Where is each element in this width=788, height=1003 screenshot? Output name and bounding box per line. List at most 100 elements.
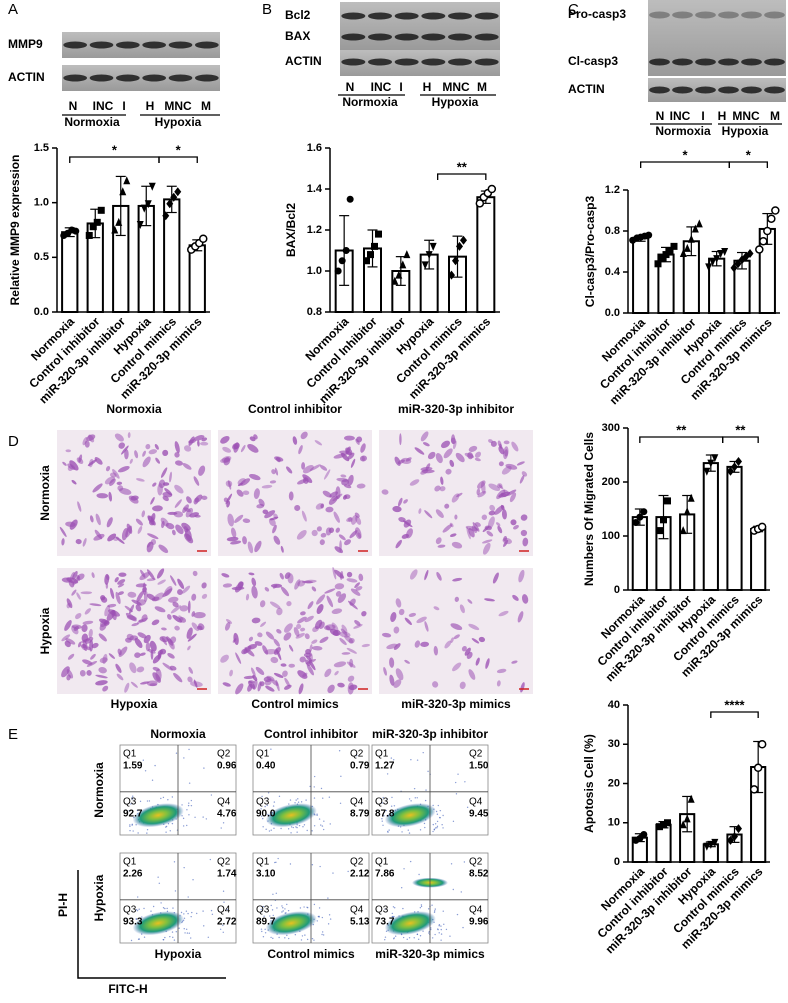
cell: [108, 491, 113, 502]
data-point: [199, 234, 208, 243]
cell: [79, 669, 86, 677]
y-tick-label: 30: [608, 738, 620, 750]
cell: [288, 644, 294, 652]
event-dot: [166, 907, 168, 910]
cell: [488, 439, 493, 444]
cell: [325, 506, 334, 513]
cell: [186, 496, 192, 504]
event-dot: [382, 824, 384, 827]
event-dot: [311, 830, 313, 832]
event-cloud: [265, 803, 317, 828]
cell: [86, 670, 92, 676]
cell: [59, 526, 67, 538]
cell: [193, 497, 199, 505]
cell: [440, 440, 451, 449]
cell: [484, 598, 495, 602]
blot-band: [341, 12, 366, 20]
cell: [354, 512, 360, 518]
cell: [109, 478, 116, 486]
cell: [404, 659, 410, 664]
event-dot: [143, 907, 145, 910]
cell: [467, 452, 474, 460]
panel-letter: D: [8, 433, 19, 450]
quadrant-value: 1.74: [217, 869, 237, 880]
cell: [389, 674, 395, 686]
blot-band: [115, 74, 140, 82]
flow-axes: [77, 870, 226, 979]
cell: [257, 681, 262, 692]
event-dot: [301, 935, 304, 937]
cell: [476, 480, 486, 489]
cell: [307, 601, 314, 610]
blot-band: [448, 33, 472, 41]
cell: [84, 608, 92, 615]
event-dot: [304, 934, 306, 936]
cell: [487, 516, 495, 529]
blot-band: [368, 33, 392, 41]
cell: [98, 666, 107, 674]
event-dot: [430, 927, 432, 929]
event-dot: [260, 815, 263, 818]
cell: [395, 598, 402, 608]
event-dot: [306, 906, 308, 908]
data-point: [727, 835, 734, 845]
event-dot: [328, 914, 331, 916]
data-point: [757, 522, 767, 532]
y-tick-label: 0: [614, 856, 620, 868]
event-dot: [438, 932, 440, 934]
cell: [232, 442, 240, 450]
cell: [335, 591, 342, 597]
event-dot: [416, 797, 418, 799]
cell: [311, 586, 317, 592]
cell: [161, 636, 168, 646]
data-point: [487, 184, 497, 194]
event-dot: [139, 800, 142, 803]
error-bar: [452, 235, 463, 278]
event-dot: [432, 804, 434, 807]
blot-band: [394, 12, 419, 20]
cell: [88, 628, 93, 638]
event-dot: [263, 915, 265, 917]
row-label: Hypoxia: [92, 874, 106, 921]
cell: [449, 533, 457, 537]
cell: [319, 465, 328, 471]
event-dot: [185, 928, 188, 930]
cell: [237, 478, 246, 485]
flow-y-axis: PI-H: [56, 893, 70, 917]
event-dot: [452, 820, 455, 823]
event-dot: [131, 798, 134, 800]
panel-letter: E: [8, 726, 18, 743]
event-dot: [445, 928, 448, 931]
cell: [503, 535, 508, 542]
bar: [632, 237, 650, 314]
event-dot: [188, 782, 191, 784]
event-dot: [433, 911, 436, 913]
cell: [397, 459, 405, 465]
event-dot: [416, 933, 419, 936]
cell: [172, 601, 179, 608]
quadrant-name: Q3: [375, 796, 389, 807]
bar: [188, 244, 206, 314]
quadrant-name: Q4: [217, 904, 231, 915]
event-dot: [390, 805, 393, 807]
cell: [326, 595, 334, 608]
cell: [455, 452, 465, 463]
cell: [346, 517, 353, 522]
event-dot: [387, 830, 389, 833]
data-point: [695, 219, 703, 228]
cell: [468, 528, 475, 538]
data-point: [640, 508, 648, 516]
event-dot: [272, 937, 274, 940]
cell: [474, 457, 481, 462]
event-dot: [436, 825, 439, 828]
protein-label: Cl-casp3: [568, 54, 618, 68]
cell: [474, 522, 481, 527]
cell: [154, 443, 159, 450]
cell: [496, 668, 507, 674]
event-dot: [381, 818, 383, 820]
cell: [456, 492, 463, 498]
quadrant-value: 5.13: [350, 916, 370, 927]
cell: [268, 518, 276, 527]
event-dot: [424, 826, 426, 829]
